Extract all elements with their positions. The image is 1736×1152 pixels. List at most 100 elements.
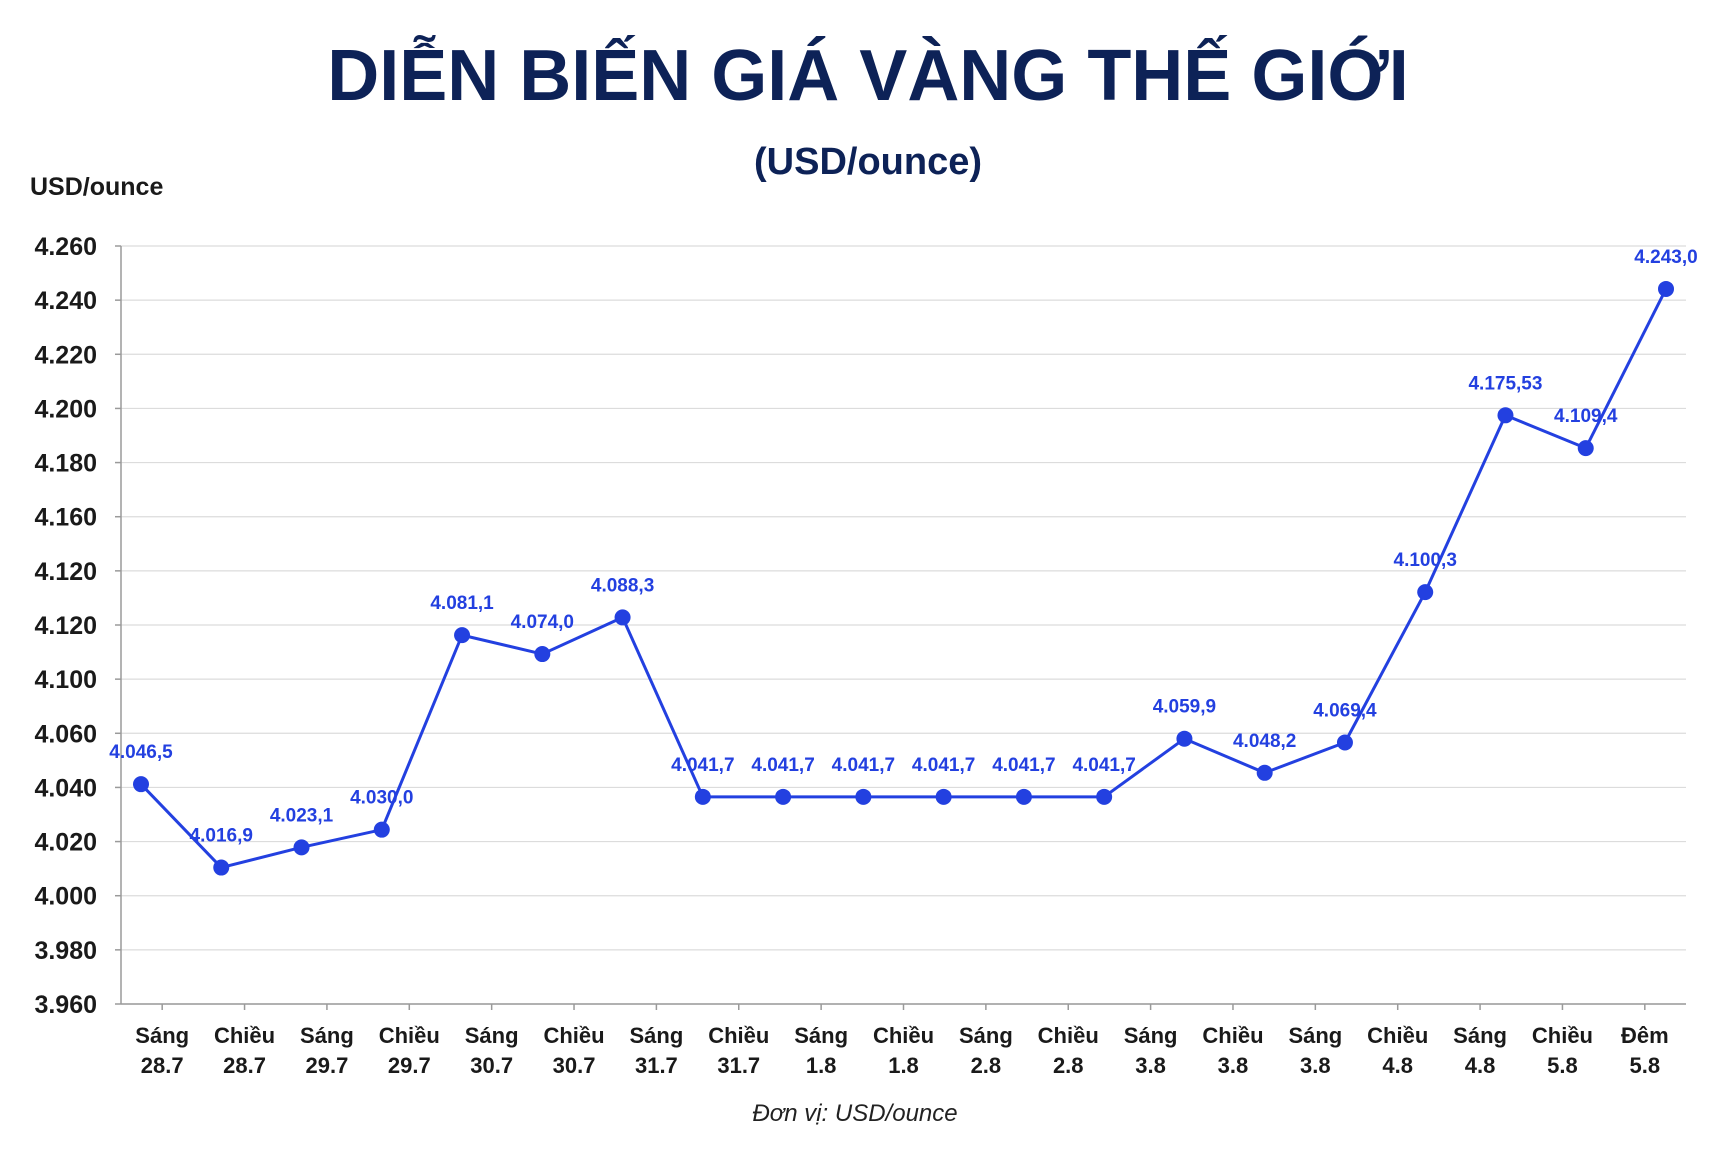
y-tick-label: 4.220 bbox=[34, 341, 97, 369]
series-line-segment bbox=[461, 633, 543, 656]
series-line-segment bbox=[541, 616, 624, 656]
data-label: 4.030,0 bbox=[350, 788, 413, 809]
x-category-label-line2: 2.8 bbox=[971, 1053, 1002, 1078]
data-label: 4.074,0 bbox=[511, 612, 574, 633]
y-tick-label: 3.980 bbox=[34, 937, 97, 965]
x-category-label-line2: 29.7 bbox=[306, 1053, 349, 1078]
y-tick-label: 4.060 bbox=[34, 720, 97, 748]
x-category-label-line1: Đêm bbox=[1621, 1023, 1669, 1048]
x-axis-categories: Sáng 28.7 Chiều 28.7 Sáng 29.7 Chiều 29.7 Sáng 30… bbox=[135, 1004, 1669, 1078]
x-category-label-line2: 5.8 bbox=[1547, 1053, 1578, 1078]
y-tick-label: 4.120 bbox=[34, 558, 97, 586]
x-category-label-line1: Sáng bbox=[1124, 1023, 1178, 1048]
data-point bbox=[775, 788, 792, 805]
data-label: 4.041,7 bbox=[912, 755, 975, 776]
x-category-label-line1: Chiều bbox=[1038, 1023, 1099, 1048]
data-point bbox=[614, 609, 631, 626]
y-tick-label: 4.200 bbox=[34, 395, 97, 423]
series-line-segment bbox=[380, 634, 464, 831]
data-point bbox=[935, 788, 952, 805]
data-label: 4.041,7 bbox=[751, 755, 814, 776]
data-label: 4.100,3 bbox=[1394, 550, 1457, 571]
unit-footnote: Đơn vị: USD/ounce bbox=[752, 1100, 957, 1127]
data-point bbox=[1256, 764, 1273, 781]
x-category-label-line2: 31.7 bbox=[635, 1053, 678, 1078]
x-category-label-line2: 31.7 bbox=[717, 1053, 760, 1078]
x-category-label-line1: Chiều bbox=[873, 1023, 934, 1048]
data-point bbox=[1096, 788, 1113, 805]
data-label: 4.016,9 bbox=[190, 826, 253, 847]
data-point bbox=[1176, 730, 1193, 747]
chart-subtitle: (USD/ounce) bbox=[754, 141, 982, 183]
x-category-label-line1: Sáng bbox=[629, 1023, 683, 1048]
data-label: 4.069,4 bbox=[1313, 700, 1377, 721]
y-tick-label: 4.040 bbox=[34, 774, 97, 802]
data-point bbox=[213, 859, 230, 876]
y-tick-label: 4.000 bbox=[34, 883, 97, 911]
x-category-label-line1: Sáng bbox=[300, 1023, 354, 1048]
x-category-label-line2: 2.8 bbox=[1053, 1053, 1084, 1078]
data-point bbox=[534, 646, 551, 663]
series-line-segment bbox=[139, 783, 223, 869]
series-line-segment bbox=[621, 616, 705, 798]
chart-title: DIỄN BIẾN GIÁ VÀNG THẾ GIỚI bbox=[327, 35, 1409, 116]
x-category-label-line2: 3.8 bbox=[1218, 1053, 1249, 1078]
data-label: 4.175,53 bbox=[1468, 373, 1542, 394]
x-category-label-line2: 28.7 bbox=[141, 1053, 184, 1078]
data-point bbox=[855, 788, 872, 805]
series-line-segment bbox=[301, 828, 383, 849]
data-label: 4.041,7 bbox=[1072, 755, 1135, 776]
x-category-label-line1: Sáng bbox=[794, 1023, 848, 1048]
x-category-label-line1: Sáng bbox=[135, 1023, 189, 1048]
y-axis-title: USD/ounce bbox=[30, 173, 163, 201]
x-category-label-line2: 30.7 bbox=[470, 1053, 513, 1078]
y-tick-label: 4.160 bbox=[34, 504, 97, 532]
data-point bbox=[1015, 788, 1032, 805]
y-tick-label: 4.240 bbox=[34, 287, 97, 315]
y-tick-label: 4.120 bbox=[34, 612, 97, 640]
data-label: 4.109,4 bbox=[1554, 406, 1618, 427]
series-line-segment bbox=[1183, 737, 1266, 775]
data-label: 4.041,7 bbox=[832, 755, 895, 776]
x-category-label-line2: 4.8 bbox=[1465, 1053, 1496, 1078]
series-points bbox=[133, 280, 1674, 876]
x-category-label-line1: Chiều bbox=[543, 1023, 604, 1048]
x-category-label-line1: Sáng bbox=[959, 1023, 1013, 1048]
data-label: 4.023,1 bbox=[270, 805, 334, 826]
series-line-group bbox=[139, 288, 1668, 870]
x-category-label-line2: 3.8 bbox=[1135, 1053, 1166, 1078]
x-category-label-line1: Chiều bbox=[708, 1023, 769, 1048]
series-line-segment bbox=[1343, 591, 1427, 744]
x-category-label-line2: 4.8 bbox=[1382, 1053, 1413, 1078]
x-category-label-line2: 1.8 bbox=[888, 1053, 919, 1078]
x-category-label-line1: Chiều bbox=[1367, 1023, 1428, 1048]
data-point bbox=[373, 821, 390, 838]
data-label: 4.041,7 bbox=[992, 755, 1055, 776]
x-category-label-line1: Chiều bbox=[1202, 1023, 1263, 1048]
series-line-segment bbox=[1423, 414, 1507, 593]
x-category-label-line2: 28.7 bbox=[223, 1053, 266, 1078]
x-category-label-line2: 3.8 bbox=[1300, 1053, 1331, 1078]
data-label: 4.041,7 bbox=[671, 755, 734, 776]
series-line-segment bbox=[1504, 413, 1587, 450]
data-point bbox=[1336, 734, 1353, 751]
data-point bbox=[694, 788, 711, 805]
data-label: 4.048,2 bbox=[1233, 731, 1296, 752]
grid-lines bbox=[115, 245, 1686, 1005]
y-tick-label: 4.260 bbox=[34, 233, 97, 261]
x-category-label-line2: 1.8 bbox=[806, 1053, 837, 1078]
x-category-label-line1: Chiều bbox=[1532, 1023, 1593, 1048]
y-axis-ticks: 3.960 3.980 4.000 4.020 4.040 4.060 4.100 4.120… bbox=[34, 233, 97, 1019]
data-labels: 4.046,5 4.016,9 4.023,1 4.030,0 4.081,1 4.074… bbox=[109, 247, 1697, 847]
x-category-label-line1: Sáng bbox=[1453, 1023, 1507, 1048]
data-label: 4.059,9 bbox=[1153, 697, 1216, 718]
data-point bbox=[1658, 280, 1674, 297]
y-tick-label: 4.180 bbox=[34, 450, 97, 478]
data-label: 4.046,5 bbox=[109, 742, 173, 763]
series-line-segment bbox=[220, 845, 302, 870]
data-label: 4.088,3 bbox=[591, 575, 654, 596]
x-category-label-line1: Chiều bbox=[214, 1023, 275, 1048]
x-category-label-line2: 29.7 bbox=[388, 1053, 431, 1078]
data-point bbox=[133, 776, 149, 793]
